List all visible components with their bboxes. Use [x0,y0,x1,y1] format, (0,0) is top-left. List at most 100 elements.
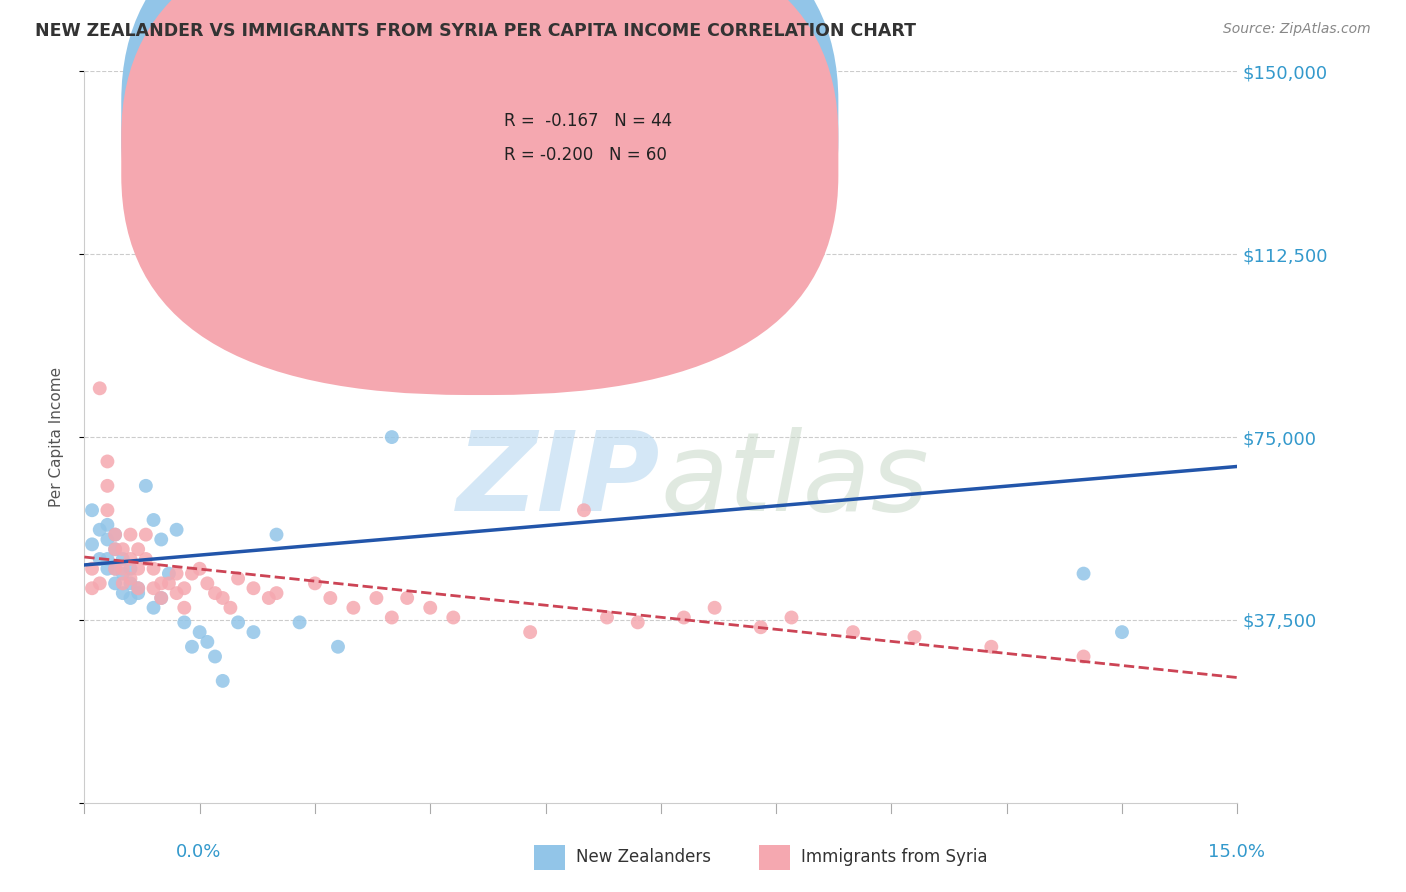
Point [242,581,264,595]
Point [127,581,149,595]
FancyBboxPatch shape [447,90,759,192]
Point [127,581,149,595]
Point [166,566,188,581]
Text: ZIP: ZIP [457,427,661,534]
Point [703,600,725,615]
Point [104,562,127,576]
FancyBboxPatch shape [121,0,838,395]
Point [135,552,157,566]
Point [304,576,326,591]
Point [173,615,195,630]
Point [204,649,226,664]
Point [326,640,349,654]
Point [80,537,103,551]
Text: Source: ZipAtlas.com: Source: ZipAtlas.com [1223,22,1371,37]
Point [127,542,149,557]
Point [96,517,118,532]
Point [135,479,157,493]
FancyBboxPatch shape [121,0,838,360]
Point [173,581,195,595]
Point [120,591,142,605]
Point [211,591,233,605]
Point [419,600,441,615]
Point [96,454,118,468]
Point [211,673,233,688]
Text: Immigrants from Syria: Immigrants from Syria [801,848,988,866]
Point [127,562,149,576]
Point [396,235,419,249]
Point [257,591,280,605]
Point [111,586,134,600]
Point [150,576,173,591]
Point [627,615,650,630]
Point [266,586,288,600]
Point [1111,625,1133,640]
Point [572,503,595,517]
Point [104,542,127,557]
Point [142,513,165,527]
Point [96,552,118,566]
Point [80,503,103,517]
Point [96,503,118,517]
Point [749,620,772,634]
Text: New Zealanders: New Zealanders [576,848,711,866]
Point [127,586,149,600]
Point [242,625,264,640]
Point [481,211,503,225]
Point [319,591,342,605]
Point [472,186,495,201]
Point [150,591,173,605]
Point [104,576,127,591]
Point [980,640,1002,654]
Point [89,576,111,591]
Point [342,600,364,615]
Point [80,581,103,595]
Point [104,527,127,541]
Point [142,581,165,595]
Text: NEW ZEALANDER VS IMMIGRANTS FROM SYRIA PER CAPITA INCOME CORRELATION CHART: NEW ZEALANDER VS IMMIGRANTS FROM SYRIA P… [35,22,917,40]
Point [120,572,142,586]
Point [157,576,180,591]
Point [120,552,142,566]
Point [195,635,218,649]
Point [266,527,288,541]
Point [226,572,249,586]
Point [596,610,619,624]
Point [142,562,165,576]
Point [181,566,204,581]
Point [166,586,188,600]
Point [104,527,127,541]
Point [96,479,118,493]
Text: R = -0.200   N = 60: R = -0.200 N = 60 [503,146,666,164]
Point [89,381,111,395]
Point [1073,566,1095,581]
Point [120,576,142,591]
Point [142,600,165,615]
Point [219,600,242,615]
Point [150,533,173,547]
Point [441,610,464,624]
Point [226,615,249,630]
Point [204,586,226,600]
Text: 0.0%: 0.0% [176,843,221,861]
Point [842,625,865,640]
Point [366,591,388,605]
Text: 15.0%: 15.0% [1208,843,1265,861]
Point [150,591,173,605]
Point [381,610,404,624]
Point [672,610,695,624]
Point [396,591,419,605]
Point [288,615,311,630]
Point [166,523,188,537]
Point [96,562,118,576]
Point [135,527,157,541]
Point [104,542,127,557]
Point [188,625,211,640]
Text: atlas: atlas [661,427,929,534]
Point [111,566,134,581]
Point [96,533,118,547]
Point [1073,649,1095,664]
Text: R =  -0.167   N = 44: R = -0.167 N = 44 [503,112,672,130]
Point [89,552,111,566]
Point [188,562,211,576]
